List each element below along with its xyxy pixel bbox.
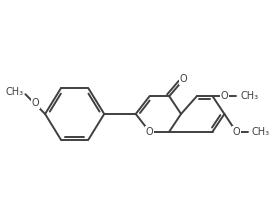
Text: CH₃: CH₃ — [252, 127, 270, 137]
Text: O: O — [31, 98, 39, 108]
Text: O: O — [146, 127, 153, 137]
Text: O: O — [221, 91, 228, 101]
Text: O: O — [179, 74, 187, 85]
Text: CH₃: CH₃ — [5, 87, 23, 97]
Text: O: O — [232, 127, 240, 137]
Text: CH₃: CH₃ — [240, 91, 258, 101]
